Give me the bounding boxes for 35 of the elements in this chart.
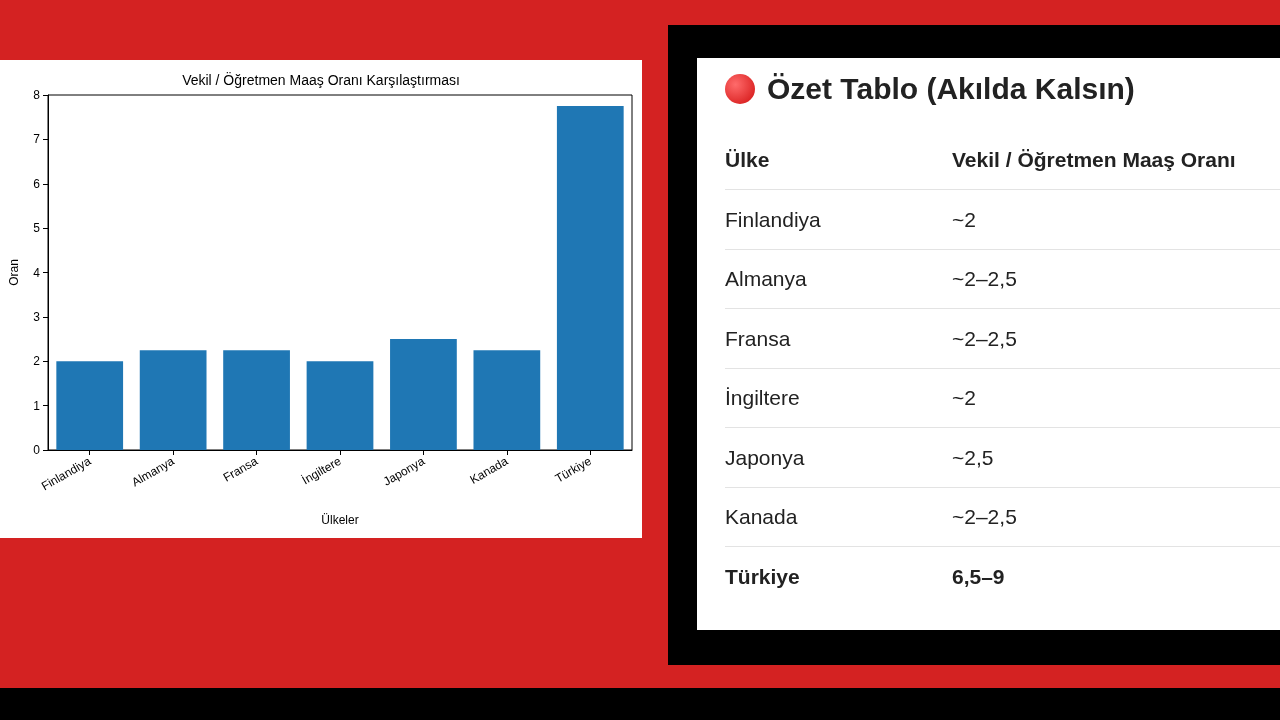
text: ~2–2,5 bbox=[952, 325, 1017, 352]
y-tick-label: 8 bbox=[33, 88, 41, 102]
y-tick-label: 6 bbox=[33, 176, 41, 191]
y-axis-title: Oran bbox=[7, 259, 21, 286]
bar bbox=[473, 350, 541, 450]
x-axis-title: Ülkeler bbox=[321, 513, 359, 527]
y-tick-label: 3 bbox=[33, 309, 41, 324]
text: Finlandiya bbox=[725, 206, 821, 233]
y-tick-label: 4 bbox=[33, 265, 41, 280]
text: İngiltere bbox=[725, 385, 800, 411]
bar bbox=[390, 339, 457, 450]
text: Türkiye bbox=[725, 563, 800, 590]
text: ~2–2,5 bbox=[952, 504, 1017, 530]
text: Almanya bbox=[725, 266, 807, 292]
y-tick-label: 0 bbox=[33, 443, 41, 457]
y-tick-label: 2 bbox=[33, 354, 41, 369]
bar bbox=[556, 106, 624, 450]
text: Kanada bbox=[725, 504, 798, 530]
bar bbox=[56, 361, 124, 450]
text: Özet Tablo (Akılda Kalsın) bbox=[767, 72, 1135, 106]
text: ~2 bbox=[952, 206, 976, 233]
text: Fransa bbox=[725, 325, 791, 352]
bar bbox=[223, 350, 290, 450]
text: Ülke bbox=[725, 147, 770, 173]
bar bbox=[139, 350, 207, 450]
bar bbox=[306, 361, 374, 450]
chart-title: Vekil / Öğretmen Maaş Oranı Karşılaştırması bbox=[182, 71, 460, 88]
text: ~2,5 bbox=[952, 444, 994, 471]
text: Vekil / Öğretmen Maaş Oranı bbox=[952, 147, 1236, 173]
text: 6,5–9 bbox=[952, 563, 1005, 590]
y-tick-label: 7 bbox=[33, 132, 41, 147]
text: ~2–2,5 bbox=[952, 266, 1017, 292]
y-tick-label: 1 bbox=[33, 398, 41, 413]
text: ~2 bbox=[952, 385, 976, 411]
y-tick-label: 5 bbox=[33, 221, 41, 236]
